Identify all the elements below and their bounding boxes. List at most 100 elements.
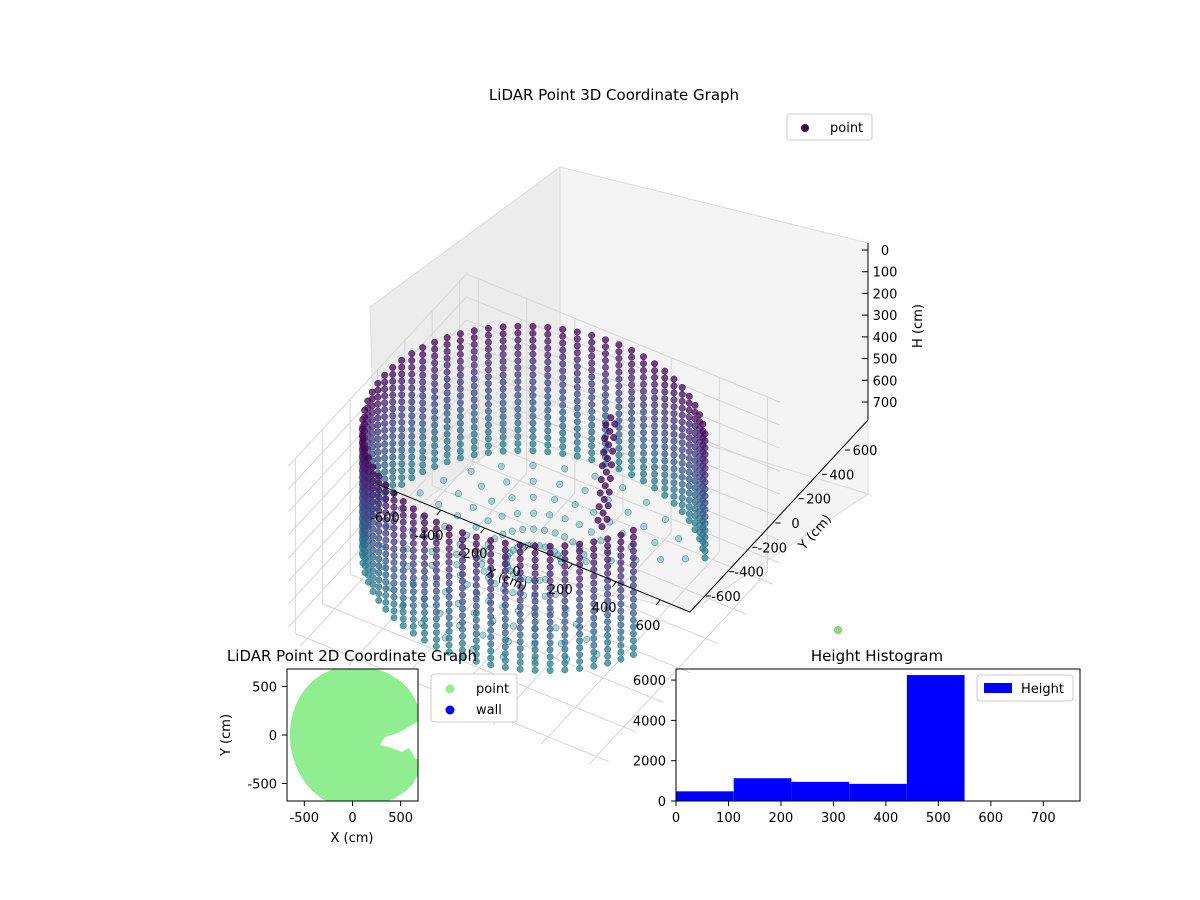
point-3d <box>576 589 584 596</box>
point-3d <box>431 456 439 464</box>
point-3d <box>685 482 693 490</box>
point-3d <box>431 414 439 422</box>
point-3d <box>432 546 440 554</box>
point-3d <box>628 457 636 465</box>
point-3d <box>661 491 669 499</box>
point-3d <box>459 543 466 551</box>
point-3d <box>432 601 440 609</box>
point-3d <box>559 339 567 347</box>
point-3d <box>576 602 584 610</box>
point-3d <box>606 475 614 482</box>
grid-line <box>466 296 780 426</box>
point-3d <box>628 429 636 437</box>
point-3d <box>484 414 492 422</box>
point-3d <box>421 533 428 541</box>
point-3d <box>604 659 612 667</box>
point-3d <box>499 413 507 421</box>
point-3d <box>559 367 567 375</box>
point-3d <box>559 408 567 416</box>
y-tick-label: 4000 <box>633 714 666 729</box>
point-3d <box>651 429 659 437</box>
point-3d <box>445 634 453 642</box>
point-3d <box>604 645 612 653</box>
point-3d <box>459 563 466 571</box>
point-3d <box>651 408 659 416</box>
point-3d <box>501 615 509 623</box>
point-3d <box>611 420 619 428</box>
point-3d <box>516 631 524 639</box>
point-3d <box>456 344 464 351</box>
point-3d <box>524 576 532 584</box>
point-3d <box>390 586 398 594</box>
point-3d <box>487 599 495 607</box>
point-3d <box>375 493 383 501</box>
point-3d <box>670 430 678 438</box>
point-3d <box>651 367 659 375</box>
point-3d <box>398 370 406 378</box>
point-3d <box>573 383 581 391</box>
point-3d <box>516 583 524 590</box>
point-3d <box>640 456 647 464</box>
point-3d <box>398 474 406 482</box>
point-3d <box>685 448 693 455</box>
point-3d <box>399 498 407 505</box>
point-3d <box>701 492 709 500</box>
point-3d <box>399 573 407 581</box>
point-3d <box>443 403 451 411</box>
point-3d <box>390 517 398 525</box>
point-3d <box>374 442 382 449</box>
point-3d <box>487 592 495 600</box>
point-3d <box>685 468 693 476</box>
point-3d <box>701 540 709 548</box>
point-3d <box>546 570 554 578</box>
point-3d <box>670 382 678 390</box>
point-3d <box>573 369 581 377</box>
point-3d <box>374 455 382 463</box>
point-3d <box>670 423 678 431</box>
point-3d <box>459 653 466 661</box>
point-3d <box>640 470 647 478</box>
point-3d <box>624 508 632 516</box>
point-3d <box>544 324 552 331</box>
y-tick-label: 400 <box>829 468 854 483</box>
point-3d <box>382 488 390 496</box>
point-3d <box>556 480 564 488</box>
point-3d <box>531 659 539 667</box>
point-3d <box>628 471 636 479</box>
point-3d <box>678 425 686 433</box>
point-3d <box>651 394 659 402</box>
z-tick-label: 200 <box>873 287 898 302</box>
point-3d <box>678 466 686 474</box>
point-3d <box>398 481 406 488</box>
point-3d <box>456 440 464 448</box>
point-3d <box>546 625 554 633</box>
point-3d <box>470 341 478 348</box>
point-3d <box>597 476 605 483</box>
point-3d <box>514 405 522 413</box>
point-3d <box>576 554 584 562</box>
point-3d <box>456 357 464 365</box>
point-3d <box>628 367 636 375</box>
point-3d <box>685 489 693 497</box>
point-3d <box>651 456 659 464</box>
point-3d <box>661 516 669 523</box>
point-3d <box>602 468 610 476</box>
point-3d <box>685 441 693 449</box>
point-3d <box>529 461 537 469</box>
point-3d <box>499 323 507 331</box>
point-3d <box>629 637 637 645</box>
x-tick-label: 600 <box>978 811 1003 826</box>
point-3d <box>559 332 567 340</box>
point-3d <box>399 560 407 568</box>
z-tick-label: 100 <box>873 266 898 281</box>
point-3d <box>617 559 625 567</box>
point-3d <box>459 529 466 537</box>
point-3d <box>421 588 428 596</box>
point-3d <box>375 514 383 522</box>
point-3d <box>529 350 537 358</box>
point-3d <box>617 628 625 636</box>
point-3d <box>701 457 709 465</box>
point-3d <box>443 444 451 452</box>
point-3d <box>629 630 637 638</box>
point-3d <box>531 604 539 612</box>
